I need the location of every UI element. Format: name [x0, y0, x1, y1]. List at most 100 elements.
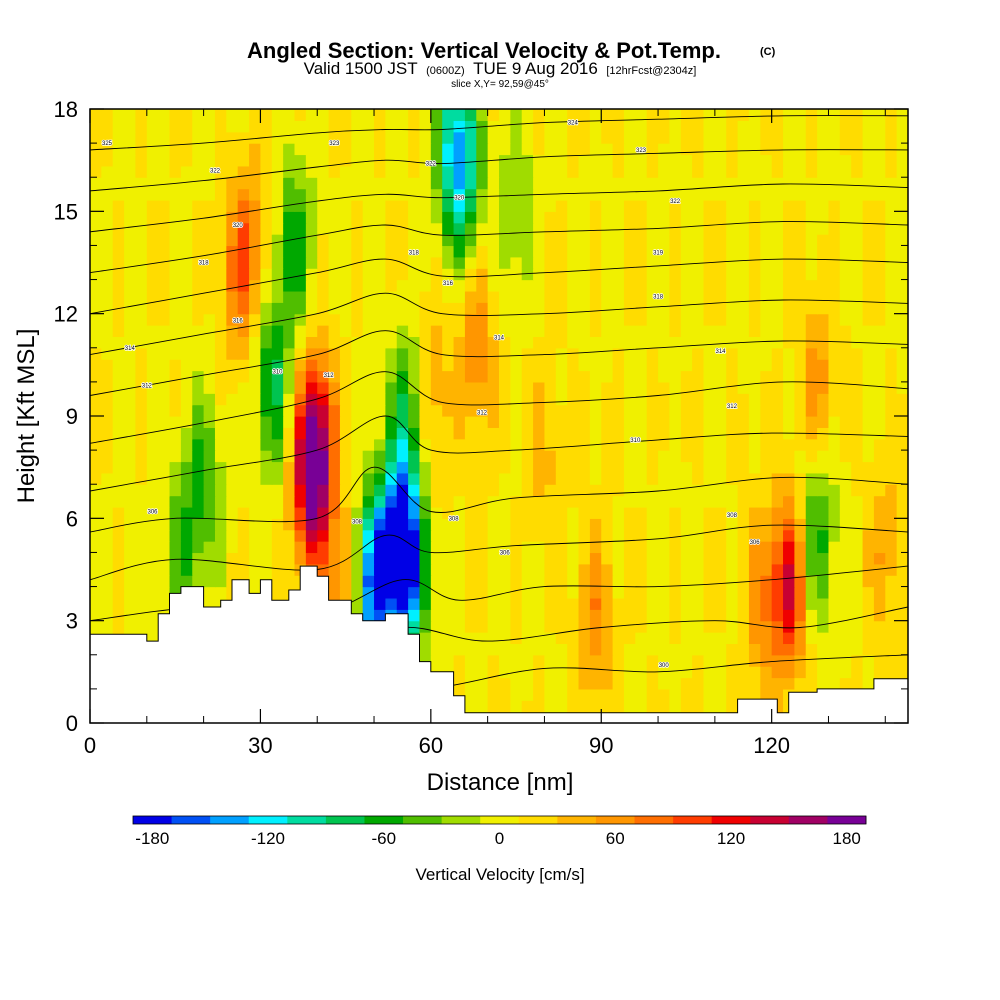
velocity-cell — [146, 120, 159, 133]
velocity-cell — [703, 643, 716, 656]
velocity-cell — [555, 700, 568, 713]
velocity-cell — [533, 461, 546, 474]
velocity-cell — [124, 222, 137, 235]
velocity-cell — [714, 484, 727, 497]
velocity-cell — [146, 575, 159, 588]
velocity-cell — [442, 393, 455, 406]
velocity-cell — [885, 188, 898, 201]
velocity-cell — [578, 359, 591, 372]
velocity-cell — [260, 268, 273, 281]
velocity-cell — [635, 654, 648, 667]
velocity-cell — [839, 541, 852, 554]
velocity-cell — [158, 222, 171, 235]
velocity-cell — [623, 199, 636, 212]
velocity-cell — [453, 336, 466, 349]
velocity-cell — [419, 211, 432, 224]
velocity-cell — [828, 199, 841, 212]
velocity-cell — [385, 393, 398, 406]
velocity-cell — [226, 165, 239, 178]
theta-contour-line — [90, 221, 908, 274]
velocity-cell — [203, 506, 216, 519]
velocity-cell — [328, 370, 341, 383]
velocity-cell — [464, 484, 477, 497]
velocity-cell — [896, 359, 908, 372]
velocity-cell — [885, 609, 898, 622]
velocity-cell — [680, 643, 693, 656]
velocity-cell — [339, 302, 352, 315]
velocity-cell — [885, 416, 898, 428]
velocity-cell — [885, 268, 898, 281]
velocity-cell — [828, 302, 841, 315]
velocity-cell — [896, 393, 908, 406]
velocity-cell — [851, 438, 864, 451]
velocity-cell — [283, 438, 296, 451]
velocity-cell — [703, 575, 716, 588]
velocity-cell — [680, 700, 693, 713]
velocity-cell — [476, 245, 489, 258]
velocity-cell — [521, 222, 534, 235]
velocity-cell — [680, 688, 693, 701]
velocity-cell — [339, 268, 352, 281]
velocity-cell — [748, 245, 761, 258]
velocity-cell — [839, 313, 852, 326]
velocity-cell — [283, 347, 296, 360]
velocity-cell — [748, 393, 761, 406]
velocity-cell — [555, 643, 568, 656]
velocity-cell — [783, 188, 795, 201]
velocity-cell — [408, 177, 421, 190]
velocity-cell — [544, 393, 557, 406]
velocity-cell — [90, 450, 102, 463]
velocity-cell — [612, 552, 625, 565]
velocity-cell — [726, 211, 739, 224]
velocity-cell — [521, 529, 534, 542]
velocity-cell — [794, 575, 807, 588]
velocity-cell — [567, 484, 580, 497]
velocity-cell — [249, 563, 262, 576]
velocity-cell — [90, 575, 102, 588]
velocity-cell — [692, 370, 705, 383]
velocity-cell — [521, 279, 534, 292]
velocity-cell — [862, 393, 875, 406]
velocity-cell — [544, 416, 557, 428]
velocity-cell — [521, 404, 534, 417]
velocity-cell — [408, 143, 421, 156]
velocity-cell — [771, 302, 784, 315]
velocity-cell — [124, 143, 137, 156]
velocity-cell — [760, 188, 773, 201]
velocity-cell — [271, 472, 284, 485]
velocity-cell — [771, 688, 784, 701]
velocity-cell — [748, 484, 761, 497]
velocity-cell — [896, 609, 908, 622]
velocity-cell — [408, 461, 421, 474]
velocity-cell — [555, 438, 568, 451]
velocity-cell — [442, 131, 455, 144]
velocity-cell — [305, 518, 318, 531]
velocity-cell — [476, 404, 489, 417]
velocity-cell — [669, 472, 682, 485]
velocity-cell — [362, 461, 375, 474]
velocity-cell — [453, 120, 466, 133]
velocity-cell — [419, 438, 432, 451]
velocity-cell — [862, 495, 875, 508]
velocity-cell — [260, 302, 273, 315]
velocity-cell — [817, 165, 830, 178]
velocity-cell — [555, 450, 568, 463]
velocity-cell — [612, 256, 625, 269]
velocity-cell — [510, 575, 523, 588]
velocity-cell — [442, 188, 455, 201]
velocity-cell — [271, 177, 284, 190]
velocity-cell — [817, 677, 830, 690]
velocity-cell — [646, 393, 659, 406]
velocity-cell — [635, 416, 648, 428]
velocity-cell — [237, 381, 250, 394]
velocity-cell — [226, 245, 239, 258]
velocity-cell — [328, 529, 341, 542]
velocity-cell — [521, 427, 534, 440]
velocity-cell — [339, 222, 352, 235]
velocity-cell — [362, 336, 375, 349]
velocity-cell — [408, 552, 421, 565]
velocity-cell — [771, 461, 784, 474]
velocity-cell — [714, 654, 727, 667]
velocity-cell — [896, 256, 908, 269]
velocity-cell — [385, 586, 398, 599]
